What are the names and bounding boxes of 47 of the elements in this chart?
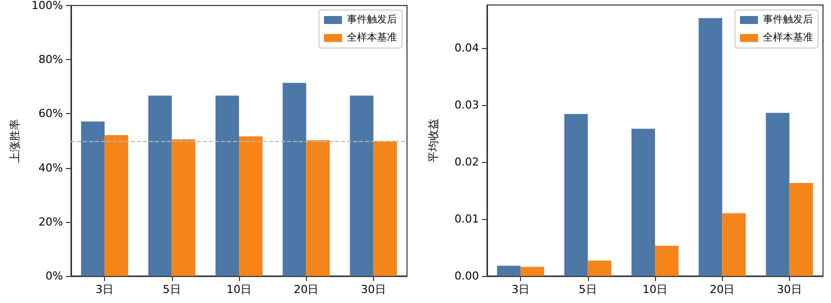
bar <box>350 96 374 276</box>
legend-label: 全样本基准 <box>347 32 397 44</box>
x-tick-label: 30日 <box>360 283 386 296</box>
bar <box>698 18 722 276</box>
bar <box>654 246 678 276</box>
bar <box>630 128 654 276</box>
bar <box>587 260 611 276</box>
y-tick-label: 40% <box>38 161 63 174</box>
legend-label: 事件触发后 <box>762 14 812 26</box>
x-tick-label: 20日 <box>709 283 734 296</box>
bar <box>104 135 128 276</box>
bar <box>148 96 172 276</box>
bar <box>373 141 397 276</box>
bar <box>81 122 105 276</box>
x-tick-label: 10日 <box>226 283 252 296</box>
bar <box>564 114 588 276</box>
y-tick-label: 0% <box>46 270 63 282</box>
legend-label: 事件触发后 <box>347 14 397 26</box>
bar <box>215 96 239 276</box>
y-tick-label: 0.01 <box>454 212 478 226</box>
bar <box>282 82 306 276</box>
bar <box>788 183 812 276</box>
x-tick-label: 3日 <box>96 283 114 296</box>
y-tick-label: 0.00 <box>454 270 478 282</box>
y-axis-title: 平均收益 <box>426 118 440 162</box>
y-tick-label: 80% <box>38 53 63 66</box>
legend-label: 全样本基准 <box>762 32 812 44</box>
x-tick-label: 3日 <box>511 283 530 296</box>
x-tick-label: 20日 <box>294 283 319 296</box>
bar <box>306 140 330 276</box>
bar <box>765 112 789 276</box>
x-tick-label: 5日 <box>578 283 596 296</box>
x-tick-label: 30日 <box>776 283 802 296</box>
x-tick-label: 10日 <box>642 283 667 296</box>
bar <box>496 266 520 276</box>
y-tick-label: 0.03 <box>454 98 478 112</box>
bar <box>520 266 544 276</box>
bar <box>239 136 263 276</box>
bar <box>722 213 746 276</box>
y-tick-label: 0.04 <box>454 41 478 54</box>
x-tick-label: 5日 <box>162 283 181 296</box>
bar <box>172 139 196 276</box>
y-tick-label: 60% <box>38 107 63 120</box>
y-tick-label: 0.02 <box>454 155 478 168</box>
y-tick-label: 20% <box>38 215 63 228</box>
y-axis-title: 上涨胜率 <box>8 118 22 163</box>
y-tick-label: 100% <box>32 0 63 12</box>
